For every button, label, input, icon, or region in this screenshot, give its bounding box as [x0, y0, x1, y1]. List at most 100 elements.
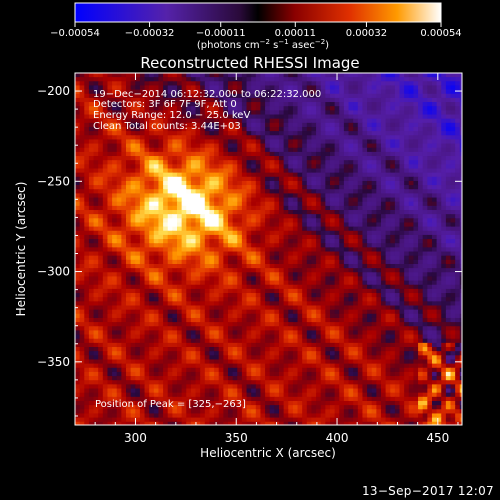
heatmap-cell: [422, 151, 428, 157]
heatmap-cell: [209, 259, 215, 265]
heatmap-cell: [144, 293, 150, 298]
heatmap-cell: [367, 151, 373, 157]
heatmap-cell: [125, 189, 132, 194]
heatmap-cell: [297, 93, 303, 99]
heatmap-cell: [251, 193, 257, 199]
heatmap-cell: [223, 214, 229, 219]
heatmap-cell: [107, 139, 113, 145]
heatmap-cell: [246, 293, 252, 298]
heatmap-cell: [93, 230, 99, 236]
heatmap-cell: [339, 214, 345, 219]
heatmap-cell: [274, 284, 280, 290]
heatmap-cell: [107, 272, 113, 278]
heatmap-cell: [353, 255, 359, 261]
heatmap-cell: [385, 97, 391, 103]
heatmap-cell: [357, 110, 363, 116]
heatmap-cell: [176, 172, 183, 178]
heatmap-cell: [116, 205, 122, 211]
heatmap-cell: [139, 93, 146, 99]
heatmap-cell: [102, 313, 109, 319]
heatmap-cell: [413, 239, 419, 244]
heatmap-cell: [353, 126, 359, 132]
heatmap-cell: [139, 193, 146, 199]
heatmap-cell: [450, 234, 456, 240]
heatmap-cell: [112, 97, 118, 103]
heatmap-cell: [112, 189, 118, 194]
heatmap-cell: [88, 172, 95, 178]
heatmap-cell: [121, 143, 127, 149]
heatmap-cell: [371, 176, 377, 182]
heatmap-cell: [255, 73, 262, 78]
heatmap-cell: [404, 189, 410, 194]
heatmap-cell: [348, 313, 354, 319]
heatmap-cell: [362, 222, 368, 228]
heatmap-cell: [223, 243, 229, 248]
heatmap-cell: [269, 276, 275, 282]
heatmap-cell: [153, 122, 160, 128]
heatmap-cell: [385, 288, 391, 294]
heatmap-cell: [311, 301, 317, 307]
heatmap-cell: [302, 268, 308, 273]
heatmap-cell: [246, 77, 252, 82]
heatmap-cell: [297, 114, 303, 120]
heatmap-cell: [418, 122, 424, 128]
heatmap-cell: [176, 205, 183, 211]
heatmap-cell: [306, 102, 313, 107]
heatmap-cell: [348, 189, 354, 194]
heatmap-cell: [218, 168, 224, 174]
heatmap-cell: [320, 276, 326, 282]
heatmap-cell: [316, 114, 322, 120]
heatmap-cell: [380, 276, 387, 282]
heatmap-cell: [441, 189, 447, 194]
heatmap-cell: [246, 226, 252, 232]
heatmap-cell: [362, 172, 368, 178]
heatmap-cell: [223, 106, 229, 111]
heatmap-cell: [265, 234, 271, 240]
heatmap-cell: [167, 176, 173, 182]
heatmap-cell: [367, 305, 373, 311]
heatmap-cell: [371, 193, 377, 199]
heatmap-cell: [436, 85, 442, 91]
heatmap-cell: [320, 189, 326, 194]
heatmap-cell: [427, 172, 433, 178]
heatmap-cell: [186, 77, 192, 82]
heatmap-cell: [283, 230, 289, 236]
heatmap-cell: [348, 301, 354, 307]
heatmap-cell: [112, 126, 118, 132]
heatmap-cell: [107, 247, 113, 253]
heatmap-cell: [283, 131, 289, 136]
heatmap-cell: [214, 205, 220, 211]
heatmap-cell: [450, 313, 456, 319]
heatmap-cell: [329, 77, 336, 82]
heatmap-cell: [125, 214, 132, 219]
heatmap-cell: [153, 77, 160, 82]
heatmap-cell: [418, 77, 424, 82]
heatmap-cell: [84, 102, 90, 107]
heatmap-cell: [334, 297, 340, 302]
heatmap-cell: [288, 139, 294, 145]
heatmap-cell: [343, 168, 350, 174]
heatmap-cell: [107, 135, 113, 141]
heatmap-cell: [158, 255, 164, 261]
heatmap-cell: [431, 205, 438, 211]
heatmap-cell: [172, 251, 178, 257]
heatmap-cell: [380, 201, 387, 207]
heatmap-cell: [404, 131, 410, 136]
heatmap-cell: [394, 201, 401, 207]
heatmap-cell: [223, 297, 229, 302]
heatmap-cell: [292, 313, 299, 319]
heatmap-cell: [283, 288, 289, 294]
heatmap-cell: [278, 151, 285, 157]
heatmap-cell: [172, 222, 178, 228]
heatmap-cell: [265, 122, 271, 128]
heatmap-cell: [209, 89, 215, 95]
heatmap-cell: [98, 251, 104, 257]
heatmap-cell: [209, 122, 215, 128]
heatmap-cell: [116, 309, 122, 315]
heatmap-cell: [75, 118, 81, 124]
heatmap-cell: [431, 122, 438, 128]
heatmap-cell: [200, 151, 206, 157]
heatmap-cell: [214, 180, 220, 186]
heatmap-cell: [413, 210, 419, 215]
heatmap-cell: [112, 102, 118, 107]
